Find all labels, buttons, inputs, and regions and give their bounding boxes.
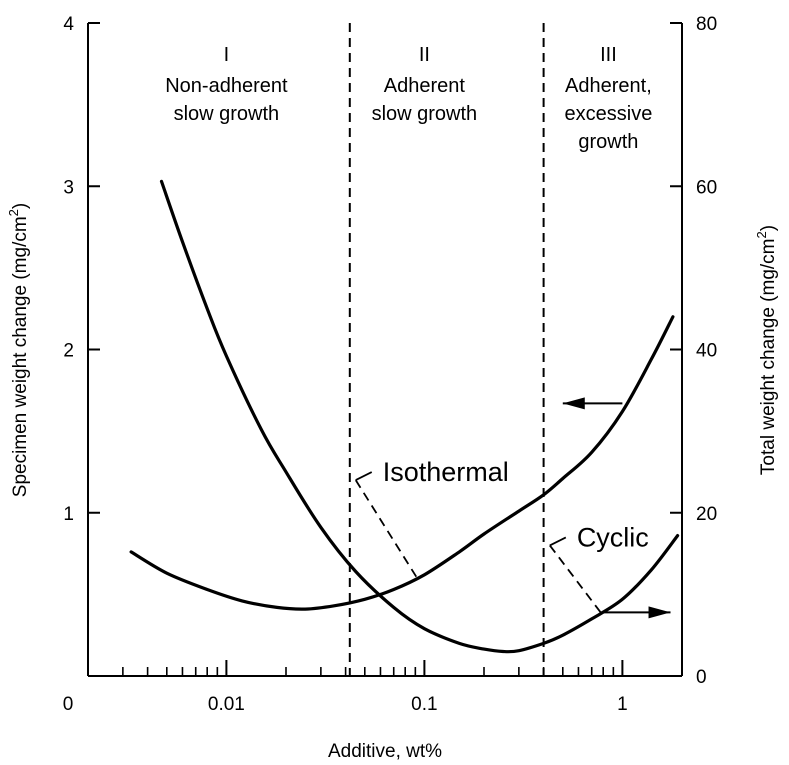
right-y-tick-label: 40 [696,341,717,362]
annotation-leader [354,479,418,579]
series-line-isothermal [129,315,675,611]
region-numeral: III [600,44,617,66]
annotations [354,397,671,619]
right-y-axis-title: Total weight change (mg/cm2) [754,225,779,475]
x-axis-title: Additive, wt% [328,741,442,762]
region-label-line: slow growth [174,103,280,125]
region-numeral: I [224,44,230,66]
annotation-label: Isothermal [383,457,509,487]
axis-ticks [88,22,683,677]
x-tick-label: 0.1 [411,694,437,715]
right-y-tick-label: 80 [696,14,717,35]
left-y-tick-label: 4 [63,14,74,35]
right-y-tick-label: 60 [696,177,717,198]
annotation-label: Cyclic [577,522,649,552]
region-label-line: slow growth [372,103,478,125]
axis-arrow-head [648,606,671,619]
left-y-tick-label: 1 [63,504,74,525]
series-lines [129,179,680,654]
axis-arrow-head [562,397,585,410]
right-y-tick-label: 0 [696,667,707,688]
annotation-tick [549,536,567,547]
series-line-cyclic [159,179,680,654]
region-label-line: excessive [565,103,653,125]
left-y-axis-title: Specimen weight change (mg/cm2) [6,203,31,497]
left-y-tick-label: 2 [63,341,74,362]
x-tick-label: 0.01 [208,694,245,715]
region-label-line: growth [578,131,638,153]
right-y-tick-label: 20 [696,504,717,525]
left-y-tick-label: 3 [63,177,74,198]
annotation-leader [549,544,602,614]
region-label-line: Adherent, [565,75,652,97]
annotation-tick [355,471,373,481]
region-label-line: Adherent [384,75,466,97]
region-label-line: Non-adherent [165,75,288,97]
x-tick-label: 1 [617,694,628,715]
x-tick-label-origin: 0 [63,694,74,715]
region-numeral: II [419,44,430,66]
